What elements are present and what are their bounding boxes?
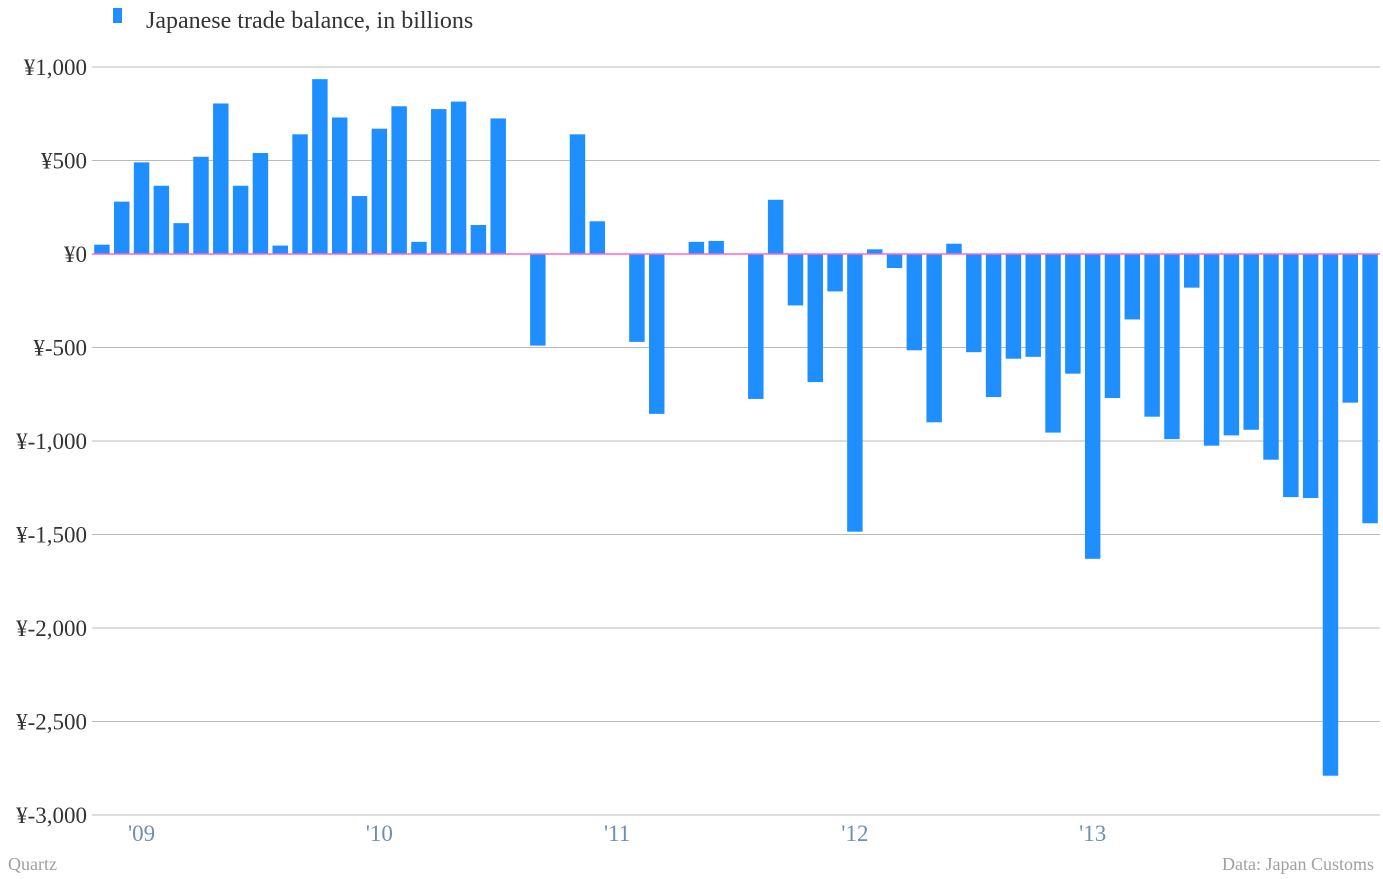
bar <box>213 103 229 254</box>
bar <box>391 106 407 255</box>
bar <box>1302 254 1319 499</box>
bar <box>470 225 487 254</box>
y-tick-label: ¥-500 <box>33 336 87 361</box>
bar <box>153 185 170 254</box>
bar <box>94 244 110 254</box>
bar <box>708 240 724 254</box>
bar <box>886 254 903 269</box>
bar <box>748 254 764 399</box>
bar <box>1203 254 1220 446</box>
bar <box>807 254 823 383</box>
legend: Japanese trade balance, in billions <box>113 8 473 34</box>
bar <box>252 153 269 254</box>
bar <box>589 221 606 254</box>
gridlines <box>92 66 1380 816</box>
bar <box>193 156 209 254</box>
bar <box>1184 254 1200 288</box>
bar <box>1124 254 1141 320</box>
bar <box>629 254 645 342</box>
y-tick-label: ¥500 <box>41 149 87 174</box>
x-axis: '09 '10 '11 '12 '13 <box>128 821 1106 846</box>
bar <box>1005 254 1022 359</box>
y-tick-label: ¥1,000 <box>24 55 87 80</box>
bar <box>1362 254 1378 524</box>
legend-swatch <box>113 8 122 23</box>
bar <box>351 196 368 254</box>
bar <box>1164 254 1180 440</box>
bar <box>292 134 308 254</box>
bar <box>173 223 189 254</box>
bar <box>926 254 942 423</box>
bar <box>767 199 784 254</box>
bar <box>133 162 150 254</box>
y-tick-label: ¥-2,000 <box>16 616 87 641</box>
bar <box>331 117 348 255</box>
bar <box>847 254 863 532</box>
bar <box>1045 254 1061 433</box>
bar <box>1104 254 1121 398</box>
bar <box>490 118 506 255</box>
x-tick-label: '09 <box>128 821 155 846</box>
bar <box>114 201 130 254</box>
bar <box>1342 254 1359 403</box>
bar <box>272 245 288 254</box>
bar <box>450 101 467 254</box>
x-tick-label: '12 <box>841 821 868 846</box>
bar <box>946 243 962 254</box>
bar <box>966 254 982 353</box>
legend-label: Japanese trade balance, in billions <box>146 8 473 34</box>
credit-label: Quartz <box>8 854 57 874</box>
x-tick-label: '10 <box>366 821 393 846</box>
y-tick-label: ¥-3,000 <box>16 803 87 828</box>
bar <box>985 254 1002 398</box>
bar <box>312 79 328 254</box>
bar <box>1263 254 1279 460</box>
x-tick-label: '13 <box>1079 821 1106 846</box>
y-tick-label: ¥-2,500 <box>16 710 87 735</box>
bar <box>530 254 546 346</box>
y-tick-label: ¥-1,000 <box>16 429 87 454</box>
bar <box>866 249 883 254</box>
y-tick-label: ¥-1,500 <box>16 523 87 548</box>
bar <box>649 254 665 414</box>
bars <box>94 79 1378 776</box>
bar <box>1223 254 1240 436</box>
bar <box>411 241 427 254</box>
bar <box>1243 254 1259 430</box>
bar <box>688 241 705 254</box>
bar <box>232 185 249 254</box>
x-tick-label: '11 <box>604 821 630 846</box>
bar <box>1144 254 1160 417</box>
bar <box>906 254 923 351</box>
bar <box>1025 254 1041 357</box>
bar <box>827 254 843 292</box>
bar <box>569 134 586 254</box>
y-tick-label: ¥0 <box>64 242 87 267</box>
bar <box>1283 254 1299 498</box>
source-label: Data: Japan Customs <box>1222 854 1374 874</box>
bar <box>1065 254 1081 374</box>
bar <box>1084 254 1101 559</box>
bar <box>1322 254 1339 776</box>
bar <box>787 254 804 306</box>
bar <box>371 128 388 254</box>
y-axis: ¥1,000 ¥500 ¥0 ¥-500 ¥-1,000 ¥-1,500 ¥-2,000 ¥-… <box>16 55 87 828</box>
bar <box>431 109 447 255</box>
